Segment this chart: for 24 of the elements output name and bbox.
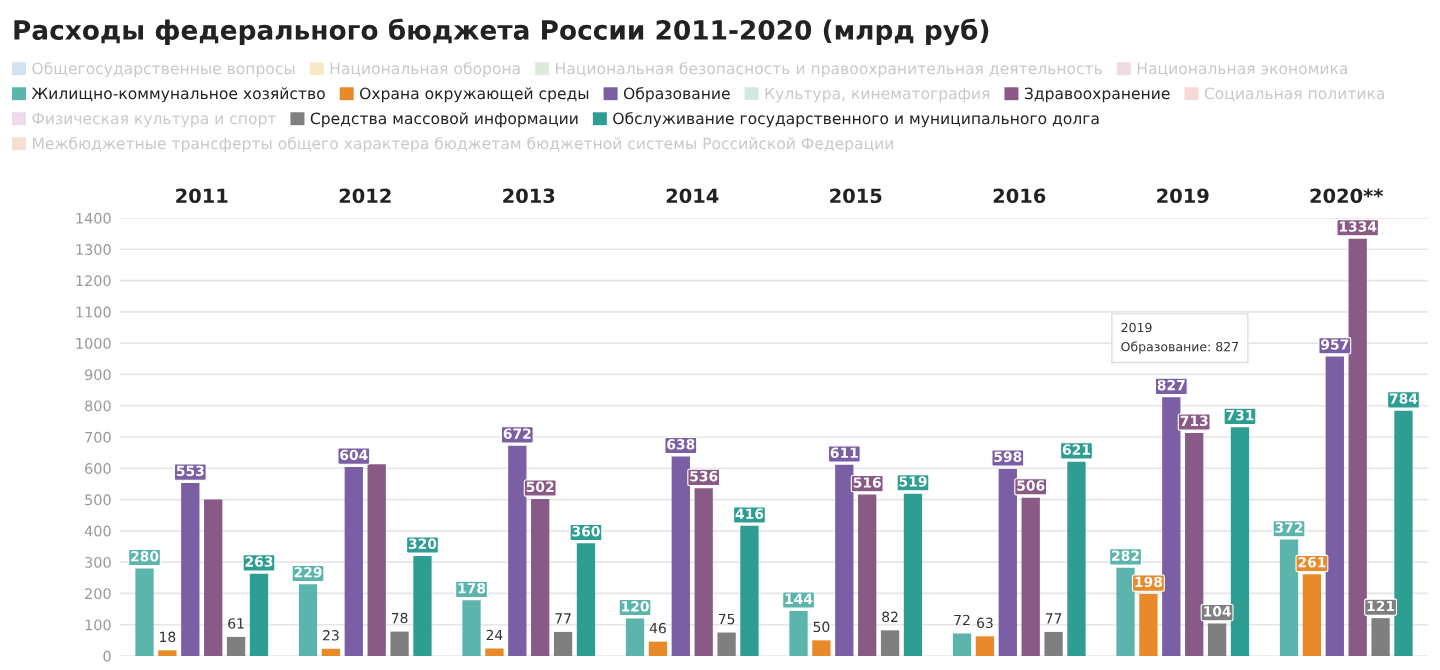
bar (367, 464, 386, 656)
bar (226, 636, 246, 656)
bar (553, 631, 573, 656)
x-tick-label: 2013 (503, 188, 555, 204)
x-tick-label: 2014 (666, 188, 719, 204)
x-tick-label: 2012 (339, 188, 391, 204)
x-tick-label: 2016 (993, 188, 1046, 204)
x-tick-label: 2011 (176, 188, 228, 204)
bar (390, 631, 409, 656)
x-tick-label: 2019 (1157, 188, 1209, 204)
bar (204, 499, 223, 656)
bar (952, 633, 972, 656)
bar (812, 640, 831, 656)
bar (485, 648, 504, 656)
bar (975, 636, 995, 656)
chart-title: Расходы федерального бюджета России 2011-2020 (млрд руб) (14, 18, 989, 46)
bar (880, 630, 900, 656)
bar (717, 632, 736, 656)
bar (158, 650, 177, 656)
bar (1044, 631, 1063, 656)
x-tick-label: 2020** (1310, 188, 1384, 204)
bar (321, 648, 341, 656)
bar (648, 641, 668, 656)
x-tick-label: 2015 (830, 188, 882, 204)
